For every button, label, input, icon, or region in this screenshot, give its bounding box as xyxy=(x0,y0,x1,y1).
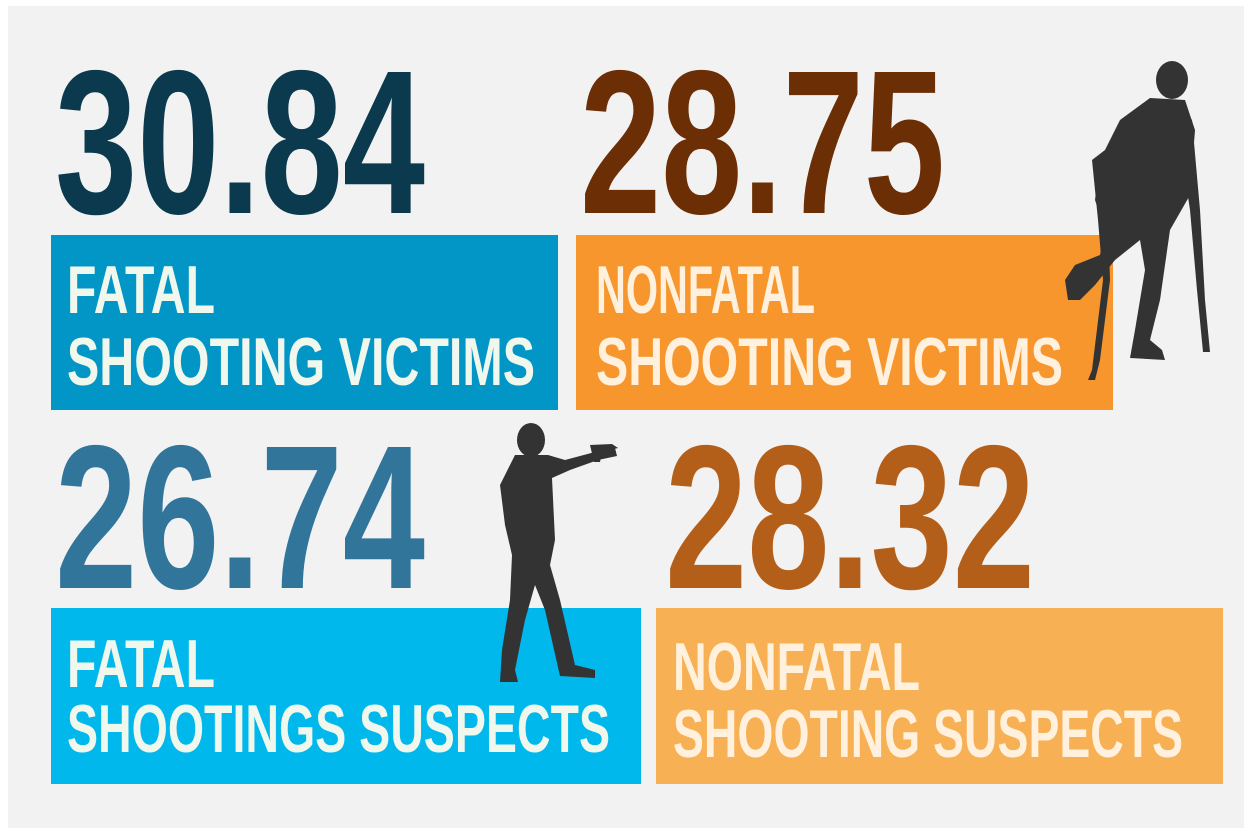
label-box xyxy=(576,235,1113,410)
stat-card: 28.32 NONFATAL SHOOTING SUSPECTS xyxy=(656,403,1223,784)
gunman-silhouette xyxy=(500,423,618,682)
stat-number: 28.75 xyxy=(580,28,945,257)
stat-card: 30.84 FATAL SHOOTING VICTIMS xyxy=(51,28,558,410)
crutch-silhouette xyxy=(1065,61,1210,380)
label-line: FATAL xyxy=(67,252,215,328)
label-line: FATAL xyxy=(67,626,215,702)
label-box xyxy=(656,608,1223,784)
label-line: SHOOTING VICTIMS xyxy=(67,324,535,400)
label-box xyxy=(51,235,558,410)
stat-card: 28.75 NONFATAL SHOOTING VICTIMS xyxy=(576,28,1113,410)
stat-number: 26.74 xyxy=(55,403,425,632)
stat-number: 30.84 xyxy=(55,28,425,257)
label-line: SHOOTING SUSPECTS xyxy=(673,696,1183,772)
label-line: NONFATAL xyxy=(673,629,920,705)
label-line: SHOOTING VICTIMS xyxy=(596,324,1063,400)
label-line: NONFATAL xyxy=(596,252,815,328)
stat-card: 26.74 FATAL SHOOTINGS SUSPECTS xyxy=(51,403,641,784)
label-box xyxy=(51,608,641,784)
label-line: SHOOTINGS SUSPECTS xyxy=(67,691,610,767)
stat-number: 28.32 xyxy=(665,403,1035,632)
